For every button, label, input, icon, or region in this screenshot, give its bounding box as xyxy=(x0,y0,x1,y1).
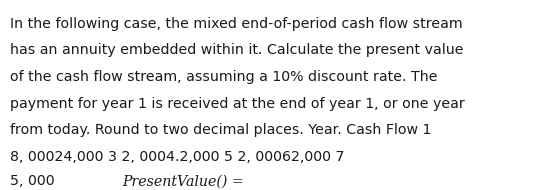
Text: of the cash flow stream, assuming a 10% discount rate. The: of the cash flow stream, assuming a 10% … xyxy=(10,70,437,84)
Text: has an annuity embedded within it. Calculate the present value: has an annuity embedded within it. Calcu… xyxy=(10,43,464,57)
Text: 5, 000: 5, 000 xyxy=(10,174,55,188)
Text: payment for year 1 is received at the end of year 1, or one year: payment for year 1 is received at the en… xyxy=(10,97,465,111)
Text: 8, 00024,000 3 2, 0004.2,000 5 2, 00062,000 7: 8, 00024,000 3 2, 0004.2,000 5 2, 00062,… xyxy=(10,150,344,164)
Text: In the following case, the mixed end-of-period cash flow stream: In the following case, the mixed end-of-… xyxy=(10,17,463,31)
Text: 5, 000: 5, 000 xyxy=(10,174,55,188)
Text: PresentValue() =: PresentValue() = xyxy=(122,174,244,188)
Text: from today. Round to two decimal places. Year. Cash Flow 1: from today. Round to two decimal places.… xyxy=(10,123,431,137)
